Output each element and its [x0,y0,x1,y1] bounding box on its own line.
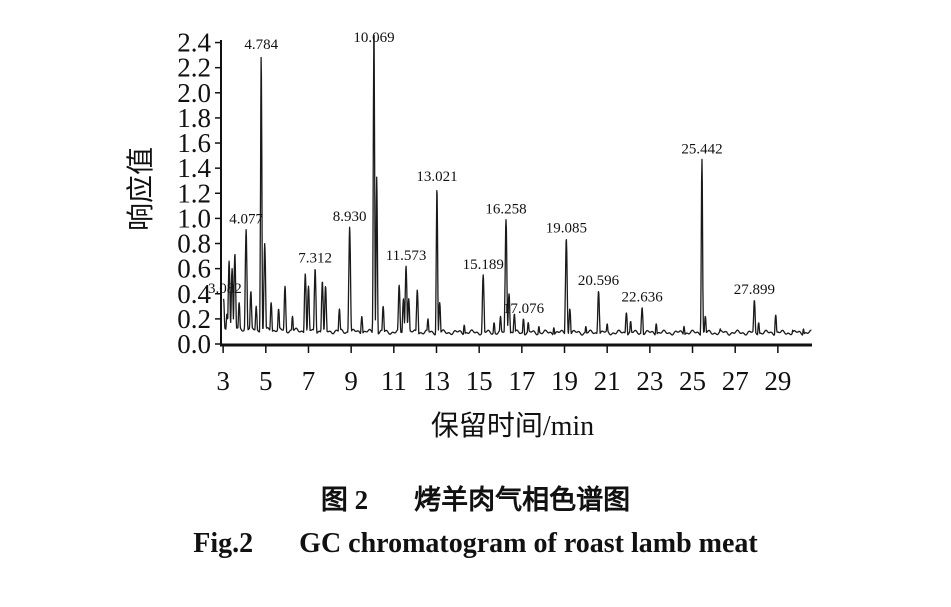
peak-label: 15.189 [463,257,504,273]
x-tick-label: 9 [344,366,358,396]
y-axis-title: 响应值 [125,147,157,231]
peak-label: 13.021 [416,169,457,185]
peak-label: 7.312 [298,251,332,267]
peak-label: 4.784 [244,37,278,53]
x-tick-label: 27 [722,366,749,396]
x-tick-label: 25 [679,366,706,396]
peak-label: 22.636 [621,290,663,306]
x-tick-label: 7 [302,366,316,396]
peak-label: 10.069 [353,30,394,46]
peak-label: 25.442 [681,141,722,157]
figure-number-chinese: 图 2 [320,485,369,515]
figure-number-english: Fig.2 [193,528,254,559]
peak-label: 27.899 [734,282,775,298]
y-tick-label: 1.0 [177,203,211,233]
x-tick-label: 11 [381,366,407,396]
peak-annotations: 3.082 4.077 4.784 7.312 8.930 10.069 11.573 13.… [208,30,775,317]
y-tick-label: 1.4 [177,153,211,183]
peak-label: 19.085 [546,220,587,236]
peak-label: 4.077 [229,212,263,228]
x-axis-title: 保留时间/min [431,410,594,442]
y-tick-label: 0.0 [177,329,211,359]
x-tick-label: 29 [764,366,791,396]
x-tick-label: 17 [508,366,535,396]
y-tick-label: 2.2 [177,53,211,83]
x-tick-label: 19 [551,366,578,396]
y-tick-label: 2.0 [177,78,211,108]
figure-title-chinese: 烤羊肉气相色谱图 [414,485,631,515]
x-tick-label: 3 [216,366,230,396]
peak-label: 11.573 [386,248,427,264]
y-tick-label: 1.8 [177,103,211,133]
y-tick-label: 1.2 [177,178,211,208]
x-tick-label: 13 [423,366,450,396]
peak-label: 16.258 [485,202,526,218]
x-tick-label: 5 [259,366,273,396]
figure-caption-chinese: 图 2 烤羊肉气相色谱图 [0,478,951,517]
y-tick-label: 0.2 [177,304,211,334]
y-tick-label: 0.4 [177,279,211,309]
figure-caption-english: Fig.2 GC chromatogram of roast lamb meat [0,528,951,560]
figure-title-english: GC chromatogram of roast lamb meat [299,528,758,559]
chromatogram-trace [222,35,812,336]
x-tick-label: 15 [466,366,493,396]
peak-label: 20.596 [578,273,620,289]
y-axis-ticks: 0.00.20.40.60.81.01.21.41.61.82.02.22.4 [177,28,221,359]
peak-label: 3.082 [208,281,242,297]
y-tick-label: 1.6 [177,128,211,158]
y-tick-label: 0.6 [177,254,211,284]
y-tick-label: 2.4 [177,28,211,58]
x-tick-label: 23 [636,366,663,396]
y-tick-label: 0.8 [177,229,211,259]
x-axis-ticks: 3 5 7 9 11 13 15 17 19 21 23 25 27 29 [216,346,791,396]
peak-label: 17.076 [503,301,545,317]
peak-label: 8.930 [333,209,367,225]
x-tick-label: 21 [594,366,621,396]
